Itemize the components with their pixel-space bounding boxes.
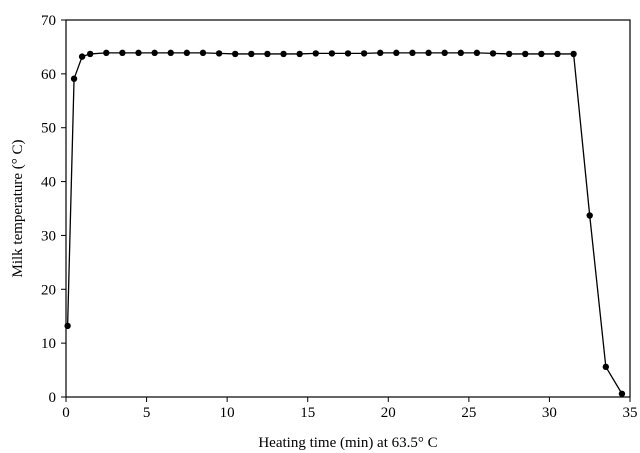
data-point	[103, 49, 110, 57]
data-point	[522, 50, 529, 58]
y-tick-label: 30	[41, 228, 56, 244]
data-point	[312, 50, 319, 57]
y-axis-title: Milk temperature (° C)	[10, 139, 26, 277]
x-tick-label: 15	[300, 405, 315, 421]
data-point	[232, 50, 239, 58]
data-point	[328, 50, 336, 57]
data-point	[70, 75, 78, 82]
data-point	[215, 50, 223, 57]
y-tick-label: 0	[49, 390, 57, 406]
data-point	[377, 49, 384, 57]
plot-border	[65, 19, 631, 398]
data-point	[409, 49, 416, 57]
data-point	[119, 49, 126, 57]
data-point	[586, 212, 593, 219]
x-tick-label: 0	[62, 405, 70, 421]
data-point	[151, 49, 158, 57]
data-point	[425, 49, 432, 57]
data-point	[167, 49, 174, 57]
y-tick-label: 40	[41, 175, 56, 191]
data-point	[78, 53, 86, 60]
x-tick-label: 25	[461, 405, 476, 421]
x-axis-title: Heating time (min) at 63.5° C	[258, 435, 437, 451]
data-point	[602, 363, 610, 371]
y-tick-label: 70	[41, 13, 56, 29]
data-point	[570, 50, 577, 58]
data-point	[86, 50, 94, 58]
data-point	[473, 49, 481, 57]
data-point	[618, 390, 626, 397]
data-point	[135, 49, 142, 57]
y-tick-label: 60	[41, 67, 56, 83]
data-point	[441, 49, 448, 57]
data-point	[344, 50, 352, 57]
x-tick-label: 20	[381, 405, 396, 421]
series-layer	[64, 49, 626, 397]
data-point	[505, 50, 513, 58]
x-axis: 0 5 10 15 20 25 30 35	[62, 397, 638, 421]
data-point	[264, 50, 271, 58]
data-point	[183, 49, 191, 57]
y-tick-label: 50	[41, 121, 56, 137]
y-tick-label: 10	[41, 336, 56, 352]
x-tick-label: 35	[623, 405, 638, 421]
data-point	[296, 50, 303, 58]
data-point	[554, 50, 561, 58]
data-point	[489, 50, 497, 57]
data-point	[457, 49, 464, 57]
plot-area-frame	[65, 19, 631, 398]
x-tick-label: 5	[143, 405, 151, 421]
data-point	[393, 49, 400, 57]
data-point	[280, 50, 287, 58]
data-point	[538, 50, 545, 58]
x-tick-label: 30	[542, 405, 557, 421]
y-axis: 0 10 20 30 40 50 60 70	[41, 13, 66, 406]
data-point	[360, 50, 368, 57]
series-line	[66, 52, 623, 395]
data-point	[248, 50, 255, 58]
data-point	[64, 322, 71, 330]
y-tick-label: 20	[41, 282, 56, 298]
data-point	[199, 49, 207, 57]
x-tick-label: 10	[220, 405, 235, 421]
